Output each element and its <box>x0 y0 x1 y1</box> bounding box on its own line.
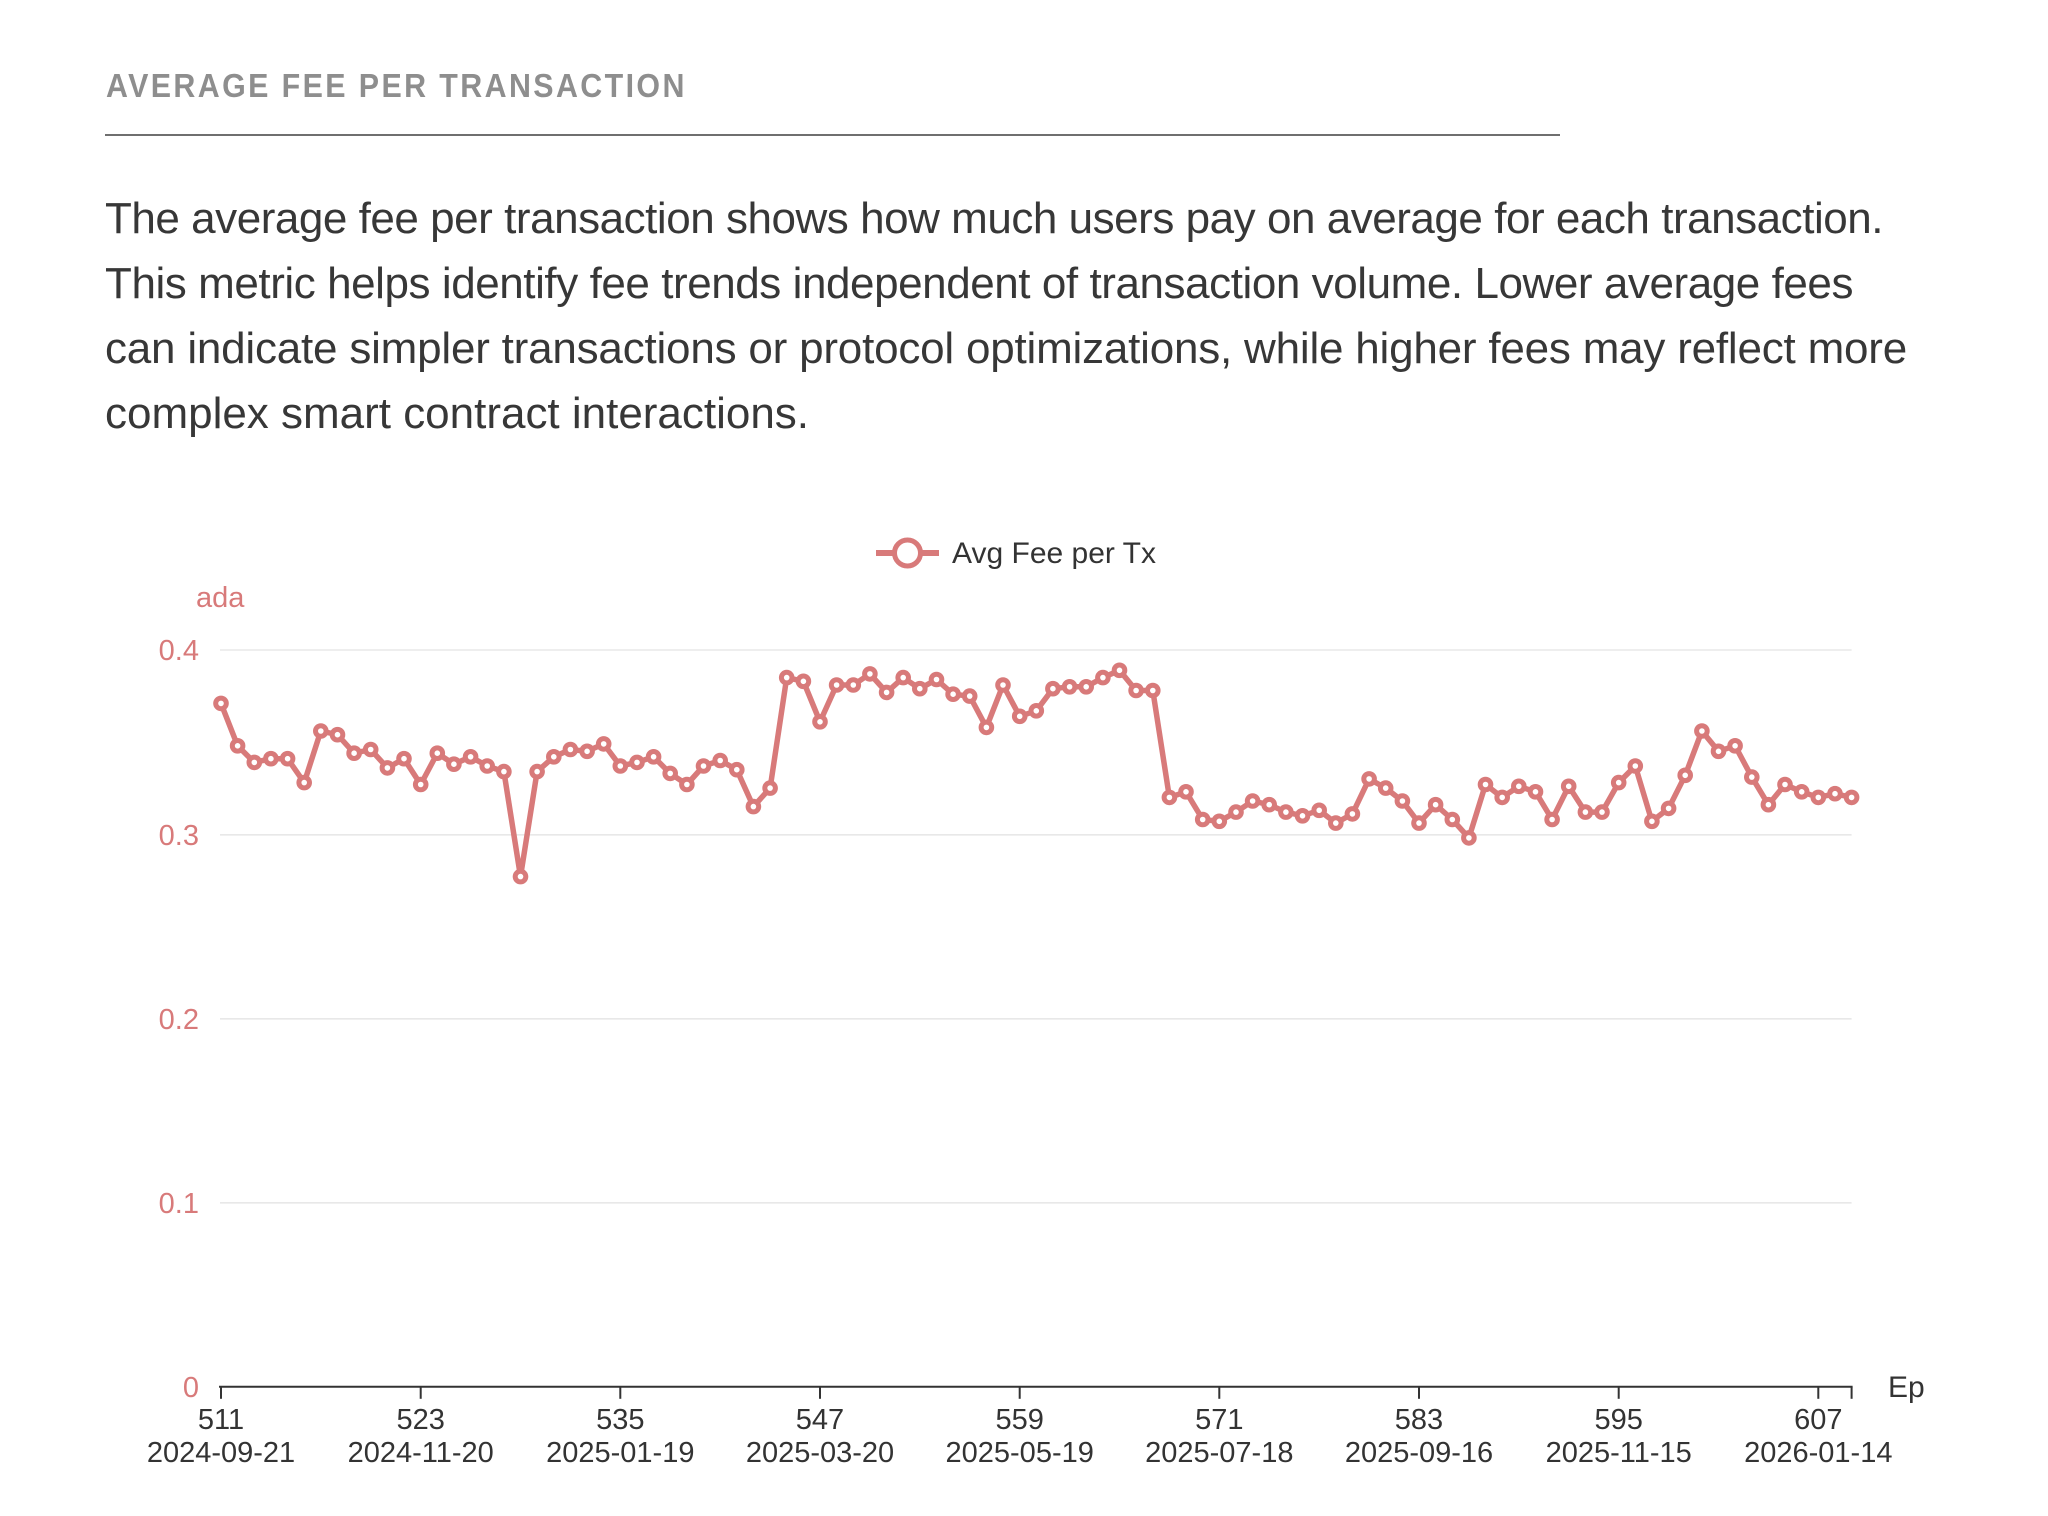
svg-text:571: 571 <box>1195 1404 1243 1436</box>
svg-text:2025-05-19: 2025-05-19 <box>946 1437 1094 1469</box>
svg-text:2025-01-19: 2025-01-19 <box>546 1437 694 1469</box>
svg-text:511: 511 <box>198 1404 244 1436</box>
svg-text:ada: ada <box>196 582 245 614</box>
svg-text:535: 535 <box>596 1404 644 1436</box>
svg-text:2025-03-20: 2025-03-20 <box>746 1437 894 1469</box>
svg-text:Ep: Ep <box>1888 1371 1925 1404</box>
svg-text:523: 523 <box>397 1404 445 1436</box>
svg-text:2025-09-16: 2025-09-16 <box>1345 1437 1493 1469</box>
svg-text:0.2: 0.2 <box>159 1004 199 1036</box>
svg-text:559: 559 <box>996 1404 1044 1436</box>
svg-text:2026-01-14: 2026-01-14 <box>1744 1437 1892 1469</box>
svg-text:Avg Fee per Tx: Avg Fee per Tx <box>952 537 1156 570</box>
svg-text:607: 607 <box>1794 1404 1842 1436</box>
svg-text:2025-11-15: 2025-11-15 <box>1546 1437 1692 1469</box>
svg-text:583: 583 <box>1395 1404 1443 1436</box>
svg-text:547: 547 <box>796 1404 844 1436</box>
svg-text:2024-09-21: 2024-09-21 <box>147 1437 295 1469</box>
svg-text:0: 0 <box>183 1372 199 1404</box>
svg-text:0.3: 0.3 <box>159 820 199 852</box>
svg-text:0.1: 0.1 <box>159 1188 199 1220</box>
svg-text:0.4: 0.4 <box>159 635 199 667</box>
svg-text:595: 595 <box>1595 1404 1643 1436</box>
svg-text:2024-11-20: 2024-11-20 <box>348 1437 494 1469</box>
svg-text:2025-07-18: 2025-07-18 <box>1145 1437 1293 1469</box>
